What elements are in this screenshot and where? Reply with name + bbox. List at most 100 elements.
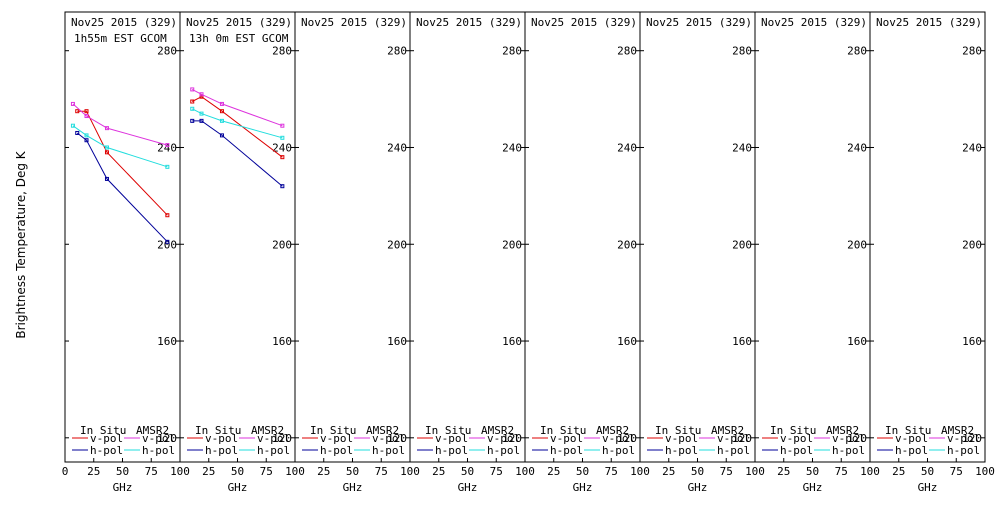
panel-title: Nov25 2015 (329): [186, 16, 292, 29]
data-point-amsr2_v: [104, 126, 109, 131]
data-point-amsr2_h: [190, 106, 195, 111]
data-point-insitu_v: [75, 109, 80, 114]
legend-label-amsr2_h: h-pol: [372, 444, 405, 457]
panel-8: Nov25 2015 (329) 120 160 200 240 280 25 50 75 100…: [869, 11, 995, 494]
data-point-amsr2_h: [280, 135, 285, 140]
x-tick-label: 50: [806, 465, 819, 478]
legend-label-insitu_h: h-pol: [550, 444, 583, 457]
legend-label-insitu_v: v-pol: [90, 432, 123, 445]
panel-frame: [409, 11, 526, 463]
data-point-amsr2_v: [84, 114, 89, 119]
y-tick-label: 200: [502, 238, 522, 251]
x-axis-title: GHz: [458, 481, 478, 494]
legend-label-insitu_v: v-pol: [435, 432, 468, 445]
y-tick-label: 280: [962, 45, 982, 58]
panel-frame: [524, 11, 641, 463]
panel-subtitle: 1h55m EST GCOM: [74, 32, 167, 45]
data-point-amsr2_v: [190, 87, 195, 92]
x-tick-label: 75: [720, 465, 733, 478]
x-tick-label: 25: [892, 465, 905, 478]
data-point-insitu_h: [190, 118, 195, 123]
panel-title: Nov25 2015 (329): [761, 16, 867, 29]
panel-title: Nov25 2015 (329): [301, 16, 407, 29]
legend-label-amsr2_h: h-pol: [832, 444, 865, 457]
legend-label-amsr2_h: h-pol: [257, 444, 290, 457]
x-axis-title: GHz: [228, 481, 248, 494]
y-tick-label: 120: [847, 432, 867, 445]
legend-label-insitu_h: h-pol: [90, 444, 123, 457]
x-tick-label: 100: [975, 465, 995, 478]
y-tick-label: 240: [157, 141, 177, 154]
series-line-insitu_v: [77, 110, 168, 216]
x-tick-label: 75: [835, 465, 848, 478]
y-tick-label: 200: [732, 238, 752, 251]
y-tick-label: 280: [847, 45, 867, 58]
x-tick-label: 100: [400, 465, 420, 478]
y-tick-label: 200: [272, 238, 292, 251]
x-tick-label: 100: [745, 465, 765, 478]
legend-header-insitu: In Situ: [540, 424, 586, 437]
data-point-insitu_v: [104, 150, 109, 155]
legend-label-insitu_h: h-pol: [895, 444, 928, 457]
x-tick-label: 100: [630, 465, 650, 478]
y-tick-label: 240: [732, 141, 752, 154]
y-tick-label: 280: [617, 45, 637, 58]
panel-title: Nov25 2015 (329): [531, 16, 637, 29]
x-tick-label: 75: [490, 465, 503, 478]
panel-5: Nov25 2015 (329) 120 160 200 240 280 25 50 75 100…: [524, 11, 650, 494]
legend-label-amsr2_v: v-pol: [832, 432, 865, 445]
x-tick-label: 75: [950, 465, 963, 478]
y-tick-label: 200: [157, 238, 177, 251]
x-tick-label: 75: [375, 465, 388, 478]
data-point-insitu_v: [84, 109, 89, 114]
x-tick-label: 50: [116, 465, 129, 478]
data-point-insitu_h: [280, 184, 285, 189]
data-point-amsr2_h: [165, 164, 170, 169]
data-point-insitu_h: [219, 133, 224, 138]
y-tick-label: 240: [387, 141, 407, 154]
data-point-amsr2_h: [219, 118, 224, 123]
legend-header-insitu: In Situ: [80, 424, 126, 437]
legend-label-amsr2_v: v-pol: [487, 432, 520, 445]
panel-6: Nov25 2015 (329) 120 160 200 240 280 25 50 75 100…: [639, 11, 765, 494]
legend-header-insitu: In Situ: [195, 424, 241, 437]
legend-header-amsr2: AMSR2: [711, 424, 744, 437]
data-point-insitu_v: [199, 94, 204, 99]
x-tick-label: 50: [461, 465, 474, 478]
x-tick-label: 25: [547, 465, 560, 478]
series-line-amsr2_h: [191, 108, 283, 139]
legend-header-insitu: In Situ: [770, 424, 816, 437]
x-tick-label: 25: [777, 465, 790, 478]
data-point-amsr2_v: [199, 92, 204, 97]
series-line-amsr2_v: [191, 88, 283, 127]
x-tick-label: 100: [285, 465, 305, 478]
data-point-amsr2_v: [165, 143, 170, 148]
y-tick-label: 240: [502, 141, 522, 154]
legend-header-amsr2: AMSR2: [826, 424, 859, 437]
series-line-insitu_h: [192, 120, 283, 187]
x-axis-title: GHz: [573, 481, 593, 494]
data-point-insitu_v: [165, 213, 170, 218]
y-tick-label: 160: [617, 335, 637, 348]
y-tick-label: 120: [502, 432, 522, 445]
data-point-insitu_h: [165, 239, 170, 244]
legend-label-amsr2_h: h-pol: [602, 444, 635, 457]
y-tick-label: 160: [962, 335, 982, 348]
legend-header-insitu: In Situ: [425, 424, 471, 437]
data-point-insitu_h: [84, 138, 89, 143]
y-tick-label: 200: [617, 238, 637, 251]
x-tick-label: 25: [662, 465, 675, 478]
legend-label-insitu_v: v-pol: [320, 432, 353, 445]
legend-header-insitu: In Situ: [885, 424, 931, 437]
y-axis-title: Brightness Temperature, Deg K: [14, 150, 28, 338]
data-point-insitu_v: [190, 99, 195, 104]
series-line-insitu_v: [191, 96, 283, 158]
x-tick-label: 75: [605, 465, 618, 478]
panel-frame: [754, 11, 871, 463]
legend-label-insitu_v: v-pol: [205, 432, 238, 445]
legend-label-amsr2_h: h-pol: [142, 444, 175, 457]
